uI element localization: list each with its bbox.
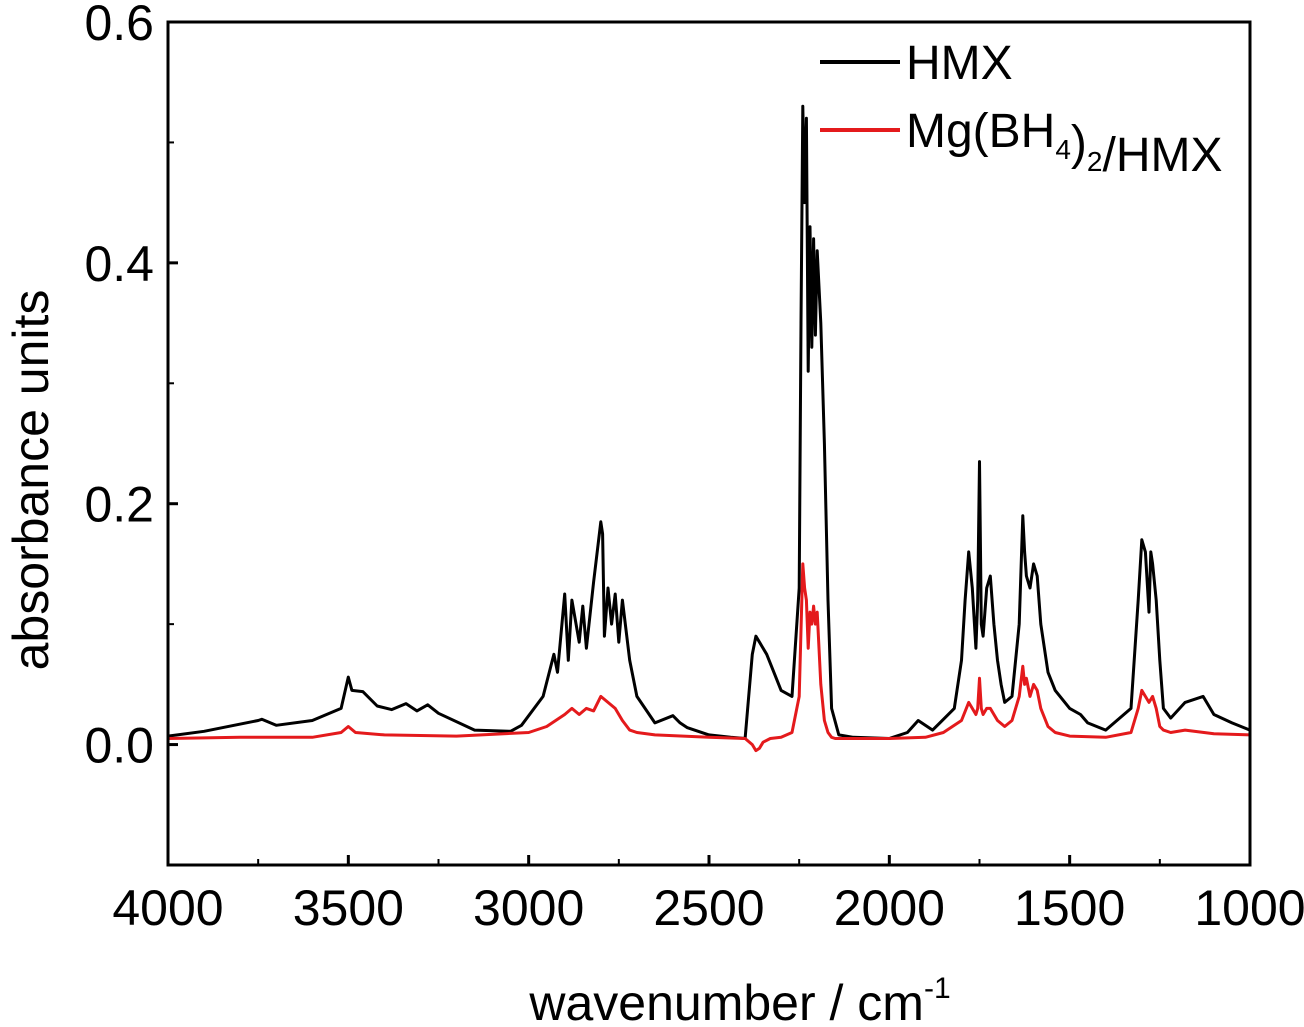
y-tick-label: 0.2 — [84, 477, 154, 533]
series-layer — [167, 104, 1251, 753]
legend-label: Mg(BH4)2/HMX — [906, 105, 1222, 182]
x-axis-title-superscript: -1 — [924, 972, 951, 1005]
x-axis: 4000 3500 3000 2500 2000 1500 1000 — [112, 855, 1304, 936]
y-tick-label: 0.0 — [84, 718, 154, 774]
x-tick-label: 3500 — [293, 880, 404, 936]
x-tick-label: 4000 — [112, 880, 223, 936]
y-axis-title: absorbance units — [3, 290, 59, 671]
x-tick-label: 1000 — [1194, 880, 1304, 936]
series-line-hmx — [167, 104, 1251, 740]
x-tick-label: 2500 — [653, 880, 764, 936]
x-axis-title: wavenumber / cm-1 — [528, 972, 950, 1027]
series-line-mg-bh4-2-hmx — [167, 562, 1251, 753]
y-tick-label: 0.6 — [84, 0, 154, 51]
legend-label: HMX — [906, 37, 1013, 90]
x-tick-label: 3000 — [473, 880, 584, 936]
x-tick-label: 2000 — [834, 880, 945, 936]
legend: HMX Mg(BH4)2/HMX — [820, 37, 1222, 182]
y-tick-label: 0.4 — [84, 236, 154, 292]
y-axis: 0.0 0.2 0.4 0.6 — [84, 0, 178, 866]
x-tick-label: 1500 — [1014, 880, 1125, 936]
